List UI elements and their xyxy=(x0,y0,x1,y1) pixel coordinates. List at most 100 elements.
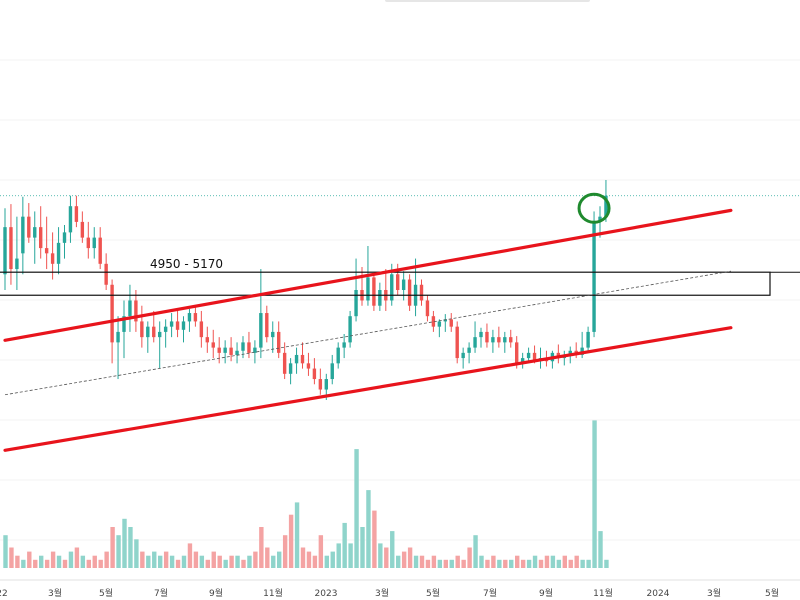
candles xyxy=(3,180,608,400)
candle-body xyxy=(479,331,483,338)
candle xyxy=(556,344,561,364)
volume-bar xyxy=(419,555,425,568)
candle xyxy=(348,310,352,348)
candle xyxy=(312,358,317,385)
candle xyxy=(449,313,453,332)
volume-bar xyxy=(538,559,544,568)
candle xyxy=(431,310,436,332)
candle-body xyxy=(586,331,590,348)
candle-body xyxy=(128,300,132,317)
candle-body xyxy=(372,277,376,306)
x-tick-label: 3월 xyxy=(375,587,389,599)
candle-body xyxy=(520,358,525,364)
x-tick-label: 9월 xyxy=(539,587,553,599)
x-tick-label: 7월 xyxy=(154,587,168,599)
candle-body xyxy=(3,227,7,275)
candle xyxy=(378,282,382,311)
candle xyxy=(503,331,507,353)
candle-body xyxy=(473,337,477,348)
candle-body xyxy=(449,319,453,327)
candle-body xyxy=(491,337,495,343)
volume-bar xyxy=(211,551,216,568)
candle xyxy=(294,347,299,374)
channel-midline[interactable] xyxy=(4,270,731,396)
candle-body xyxy=(604,195,608,217)
candle xyxy=(44,216,49,270)
candle-body xyxy=(80,221,85,238)
candle-body xyxy=(253,347,257,353)
volume-bar xyxy=(33,559,38,568)
volume-bar xyxy=(294,502,300,568)
volume-bar xyxy=(485,559,490,568)
candle-body xyxy=(44,248,49,254)
volume-bar xyxy=(15,555,20,568)
candle xyxy=(574,342,578,359)
candle-body xyxy=(324,379,328,390)
candle xyxy=(187,308,192,332)
channel-upper-line[interactable] xyxy=(3,208,733,342)
volume-bar xyxy=(128,527,133,568)
candle xyxy=(562,350,566,366)
volume-bar xyxy=(413,555,419,568)
volume-bar xyxy=(134,539,139,568)
volume-bar xyxy=(461,559,466,568)
volume-bar xyxy=(479,555,484,568)
volume-bar xyxy=(265,547,270,568)
candle xyxy=(586,326,590,353)
candle-body xyxy=(175,321,180,330)
volume-bar xyxy=(158,555,163,568)
volume-bar xyxy=(116,535,121,568)
volume-bar xyxy=(259,527,264,568)
candle xyxy=(425,295,430,322)
candle xyxy=(437,319,442,338)
candle-body xyxy=(407,279,412,306)
volume-bar xyxy=(306,551,312,568)
volume-bar xyxy=(378,543,383,568)
candle-body xyxy=(455,326,459,359)
zone-label: 4950 - 5170 xyxy=(150,257,223,271)
support-resistance-zone[interactable] xyxy=(0,271,771,296)
candle xyxy=(199,310,204,348)
volume-bar xyxy=(193,551,199,568)
channel-lower-line[interactable] xyxy=(3,326,733,452)
volume-bar xyxy=(407,547,413,568)
candle xyxy=(372,274,376,311)
candle-body xyxy=(247,342,251,353)
candle-body xyxy=(15,258,19,270)
candle xyxy=(169,313,174,338)
candle-body xyxy=(50,253,55,264)
volume-bar xyxy=(526,559,532,568)
volume-bar xyxy=(312,555,318,568)
volume-bar xyxy=(520,559,526,568)
volume-bar xyxy=(348,543,353,568)
candle xyxy=(152,310,156,343)
candle-body xyxy=(152,326,156,338)
volume-bar xyxy=(372,510,377,568)
candle xyxy=(163,319,168,348)
volume-bar xyxy=(68,551,74,568)
candle xyxy=(342,334,346,359)
volume-bar xyxy=(271,555,276,568)
highlight-circle[interactable] xyxy=(577,192,611,224)
candle-body xyxy=(461,352,465,359)
volume-bar xyxy=(330,551,335,568)
candle-body xyxy=(211,342,215,348)
candle-body xyxy=(503,337,507,343)
volume-bar xyxy=(562,555,567,568)
volume-bar xyxy=(288,514,294,568)
candle-body xyxy=(348,316,352,343)
candle-body xyxy=(485,331,489,343)
candle xyxy=(235,342,239,364)
volume-bar xyxy=(425,559,431,568)
candle-body xyxy=(62,232,67,243)
grid xyxy=(0,59,800,541)
candle xyxy=(455,321,459,364)
volume-bar xyxy=(146,555,151,568)
candle xyxy=(485,323,489,348)
volume-bar xyxy=(396,555,401,568)
candle-body xyxy=(390,274,394,301)
volume-bar xyxy=(80,555,86,568)
candle-body xyxy=(235,350,239,355)
volume-bar xyxy=(497,559,502,568)
volume-bar xyxy=(163,551,169,568)
